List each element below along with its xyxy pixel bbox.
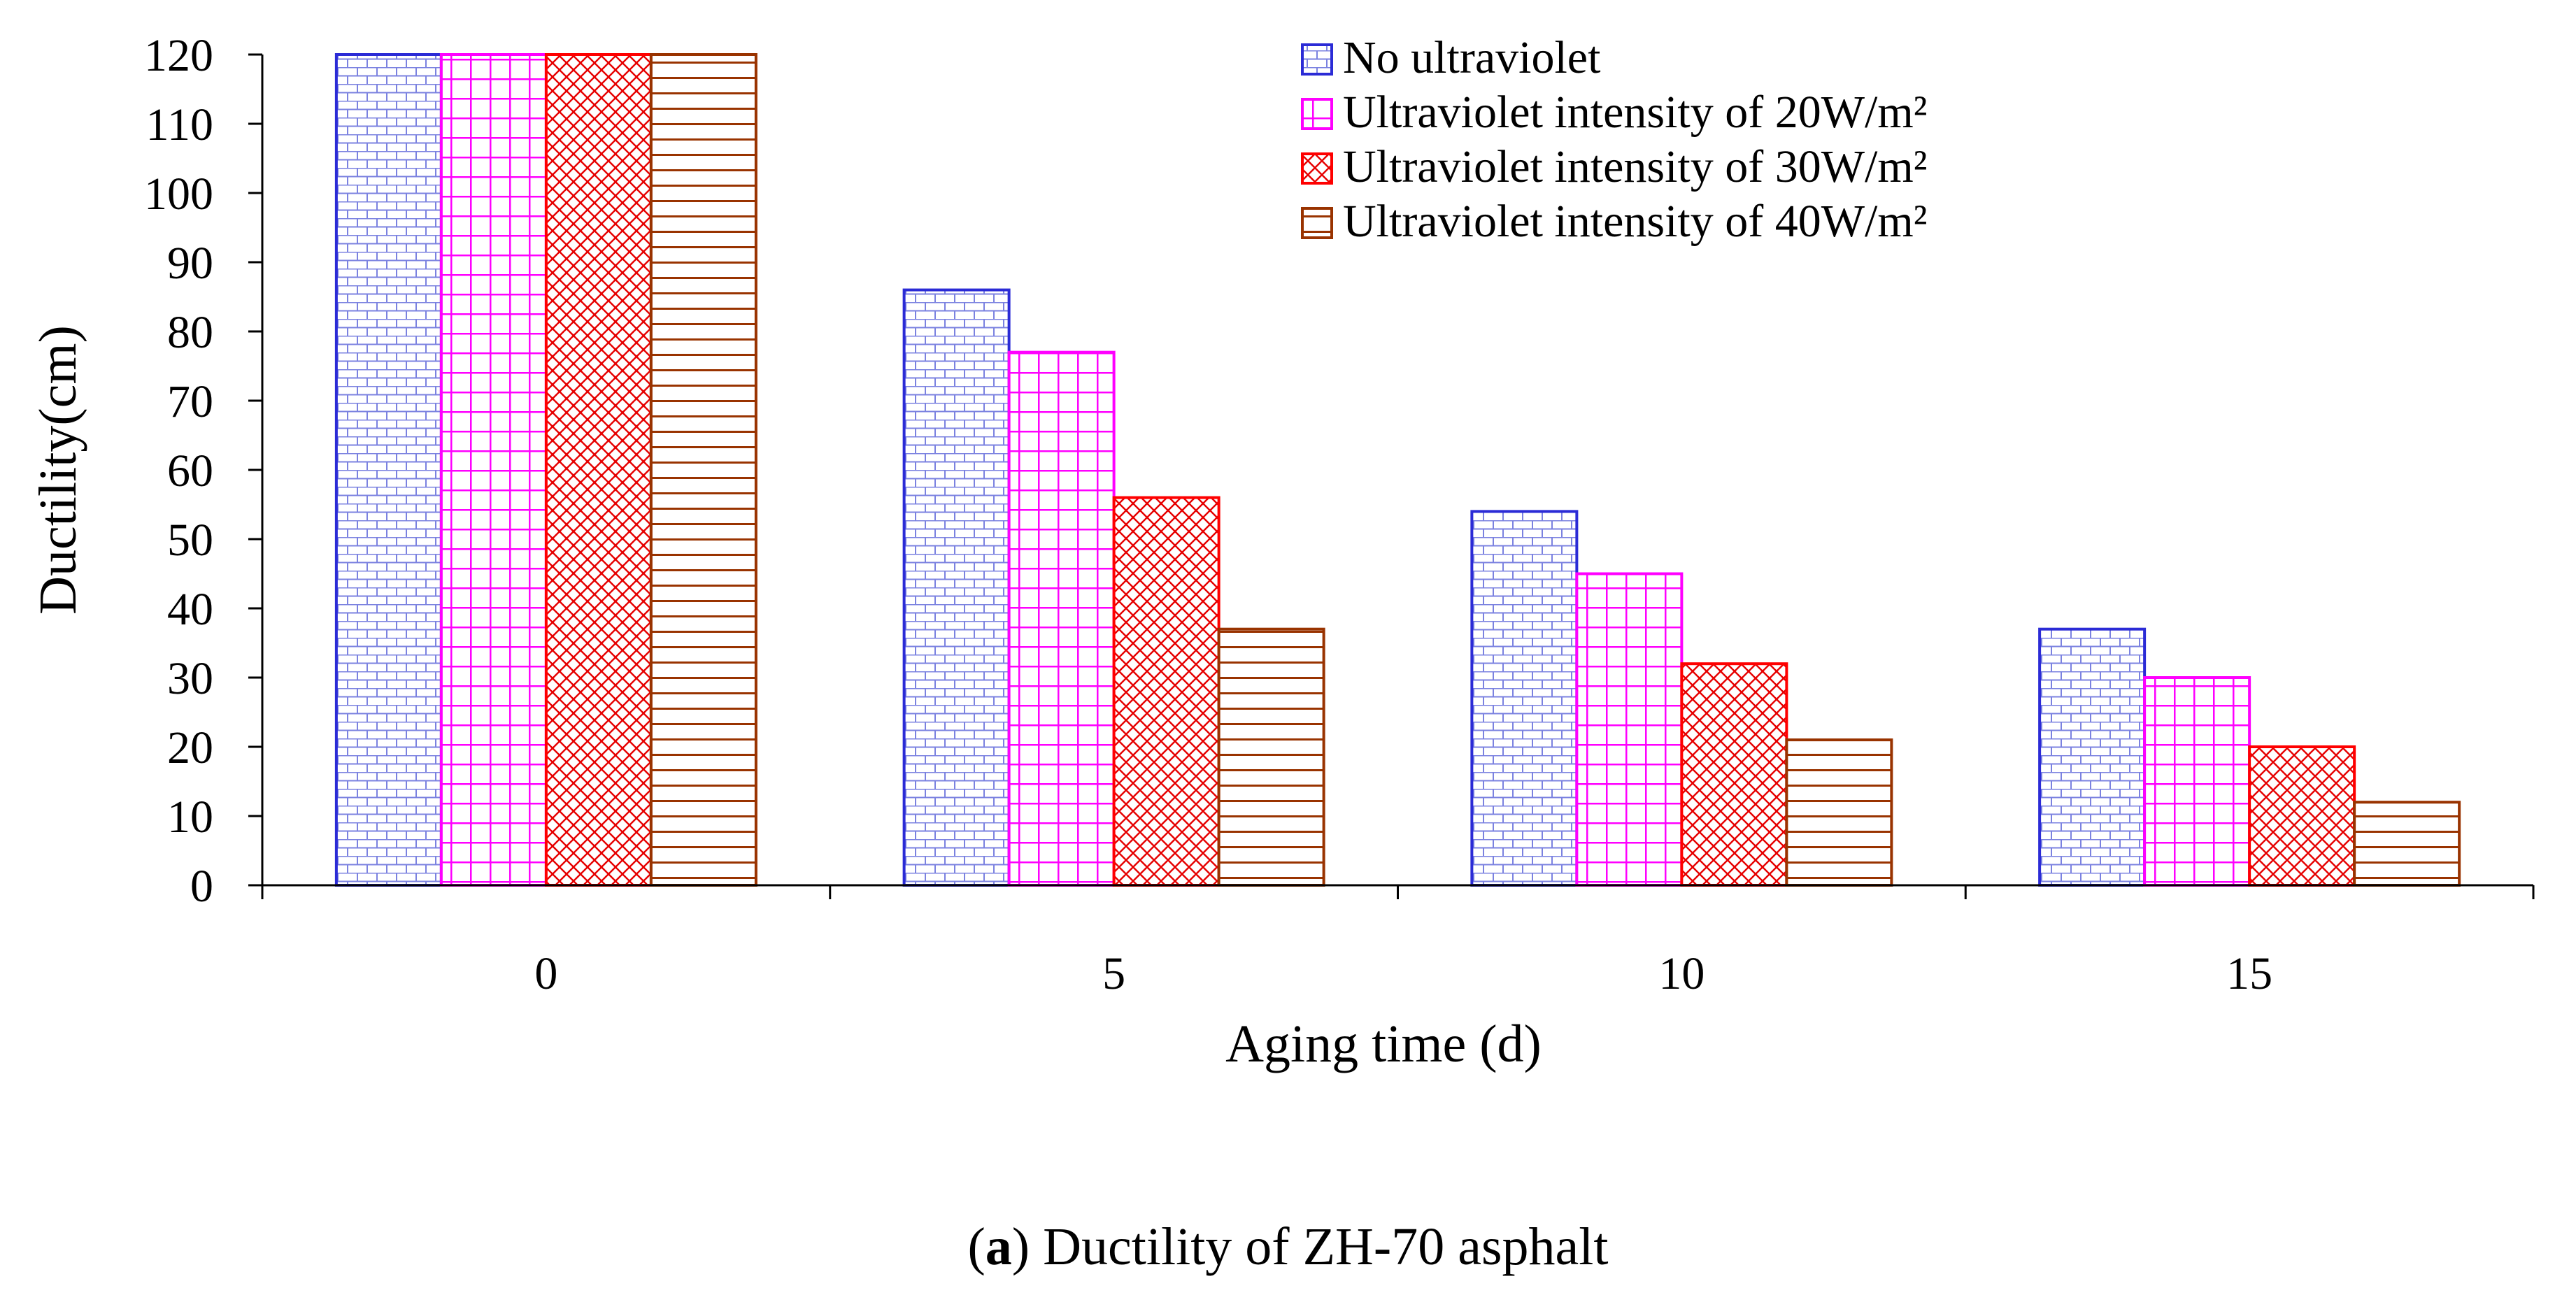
bar-series-4-cat-5 [1217, 627, 1325, 887]
legend-label: Ultraviolet intensity of 40W/m² [1343, 196, 1927, 247]
bar-series-3-cat-0 [544, 53, 653, 887]
bar-series-3-cat-15 [2248, 745, 2356, 887]
bar-series-1-cat-15 [2038, 627, 2147, 887]
y-tick-label: 20 [167, 722, 213, 773]
bar-series-2-cat-10 [1575, 572, 1684, 887]
legend-label: Ultraviolet intensity of 20W/m² [1343, 87, 1927, 138]
bar-series-2-cat-5 [1007, 350, 1116, 887]
x-axis-title: Aging time (d) [1225, 1015, 1542, 1073]
bar-series-1-cat-0 [334, 53, 443, 887]
y-tick-label: 120 [144, 30, 213, 81]
figure-caption: (a) Ductility of ZH-70 asphalt [967, 1217, 1609, 1276]
bar-series-4-cat-10 [1785, 738, 1893, 887]
bar-series-2-cat-15 [2143, 676, 2251, 887]
y-tick-label: 0 [190, 861, 213, 912]
x-tick-label: 10 [1658, 948, 1705, 999]
y-tick-label: 30 [167, 653, 213, 704]
x-tick-label: 5 [1102, 948, 1125, 999]
y-tick-label: 70 [167, 376, 213, 427]
y-axis-title: Ductility(cm) [29, 325, 87, 615]
bar-series-4-cat-15 [2353, 801, 2461, 887]
legend-swatch [1301, 152, 1333, 185]
bar-series-3-cat-5 [1112, 496, 1221, 887]
caption-text: Ductility of ZH-70 asphalt [1043, 1217, 1609, 1276]
y-tick-label: 100 [144, 169, 213, 220]
y-tick-label: 40 [167, 584, 213, 635]
bar-series-4-cat-0 [649, 53, 757, 887]
bars-layer [334, 53, 2461, 887]
y-tick-label: 60 [167, 445, 213, 496]
y-tick-label: 50 [167, 515, 213, 566]
bar-series-3-cat-10 [1680, 662, 1788, 887]
y-tick-label: 90 [167, 238, 213, 289]
legend-swatch [1301, 43, 1333, 76]
caption-label: a [985, 1217, 1012, 1276]
bar-series-2-cat-0 [439, 53, 548, 887]
y-tick-label: 110 [145, 99, 213, 150]
legend-swatch [1301, 207, 1333, 239]
bar-series-1-cat-10 [1470, 510, 1579, 887]
legend-label: No ultraviolet [1343, 32, 1600, 83]
legend-swatch [1301, 98, 1333, 130]
x-tick-label: 15 [2226, 948, 2272, 999]
y-tick-label: 80 [167, 307, 213, 358]
y-tick-label: 10 [167, 792, 213, 843]
bar-series-1-cat-5 [902, 288, 1011, 887]
axes: 0 10 20 30 40 50 60 70 80 90 100 110 120 0 5 10 15 [144, 30, 2535, 999]
x-tick-label: 0 [534, 948, 557, 999]
legend-label: Ultraviolet intensity of 30W/m² [1343, 141, 1927, 192]
